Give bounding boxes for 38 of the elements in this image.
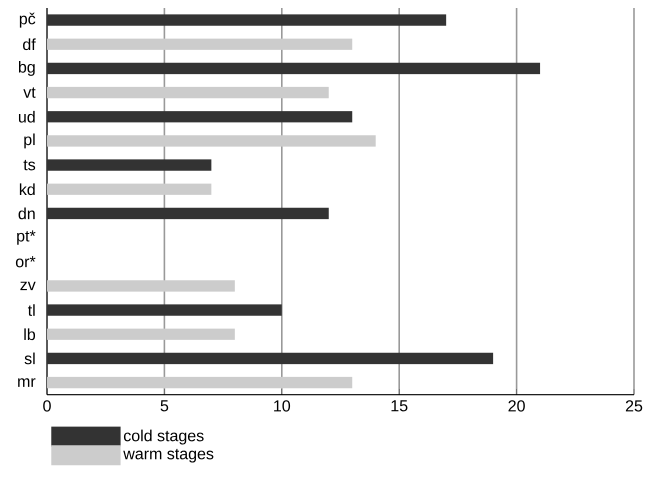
y-tick-label: vt: [23, 87, 36, 98]
y-tick-label: ud: [18, 110, 35, 123]
bar: [47, 328, 235, 340]
y-tick-label: ts: [24, 160, 36, 170]
bar: [47, 14, 446, 26]
x-tick-label: 20: [508, 400, 525, 412]
bar: [47, 376, 352, 388]
y-tick-label: df: [23, 38, 36, 50]
bar: [47, 184, 212, 195]
bar: [47, 280, 235, 292]
y-tick-label: bg: [18, 60, 35, 76]
y-tick-label: dn: [18, 208, 35, 220]
bar: [47, 159, 212, 171]
y-tick-label: pč: [20, 12, 36, 28]
legend-label: warm stages: [123, 448, 214, 463]
y-tick-label: or*: [16, 256, 36, 268]
y-tick-label: pt*: [17, 230, 36, 245]
y-tick-label: kd: [20, 183, 35, 196]
bar: [47, 352, 494, 364]
bar: [47, 304, 282, 316]
y-tick-label: lb: [24, 328, 36, 340]
x-tick-label: 5: [160, 400, 168, 412]
y-tick-label: pl: [24, 133, 35, 148]
x-tick-label: 15: [392, 400, 408, 412]
x-tick-label: 10: [274, 400, 290, 412]
y-tick-label: mr: [18, 378, 36, 387]
bar: [47, 208, 329, 220]
bar: [47, 86, 329, 98]
bar: [47, 111, 352, 122]
legend-label: cold stages: [124, 430, 204, 445]
x-tick-label: 0: [43, 400, 51, 412]
y-tick-label: sl: [24, 352, 35, 364]
y-tick-label: tl: [28, 304, 35, 316]
x-tick-label: 25: [626, 400, 642, 412]
bar: [47, 135, 376, 147]
y-tick-label: zv: [20, 282, 36, 290]
bar: [47, 38, 352, 50]
bar: [47, 62, 540, 74]
